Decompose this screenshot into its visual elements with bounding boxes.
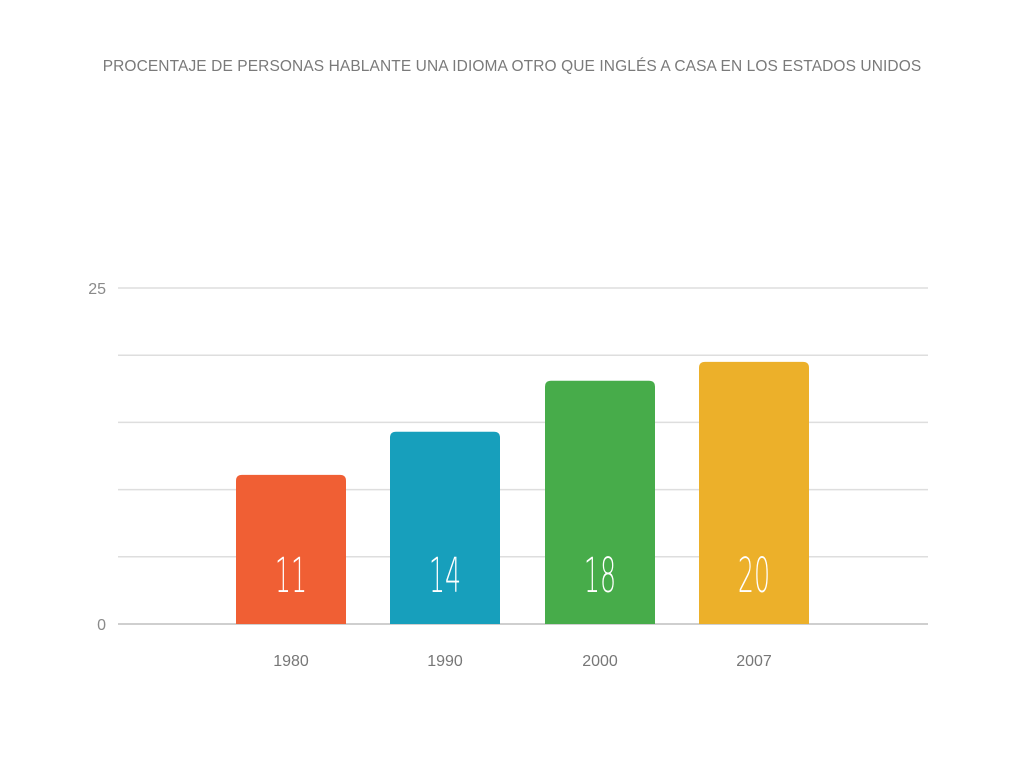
x-tick-label: 1980 xyxy=(273,653,309,670)
bar-2007 xyxy=(699,361,809,624)
x-tick-label: 2007 xyxy=(736,653,772,670)
chart-title: PROCENTAJE DE PERSONAS HABLANTE UNA IDIO… xyxy=(102,58,922,75)
bar-1980 xyxy=(236,474,346,624)
bar-2000 xyxy=(545,380,655,624)
data-label: 14 xyxy=(429,548,461,604)
y-tick-label: 0 xyxy=(97,617,106,634)
data-label: 20 xyxy=(738,548,770,604)
data-label: 11 xyxy=(275,548,307,604)
x-tick-label: 2000 xyxy=(582,653,618,670)
y-tick-label: 25 xyxy=(88,281,106,298)
x-tick-label: 1990 xyxy=(427,653,463,670)
data-label: 18 xyxy=(584,548,616,604)
bar-1990 xyxy=(390,431,500,624)
